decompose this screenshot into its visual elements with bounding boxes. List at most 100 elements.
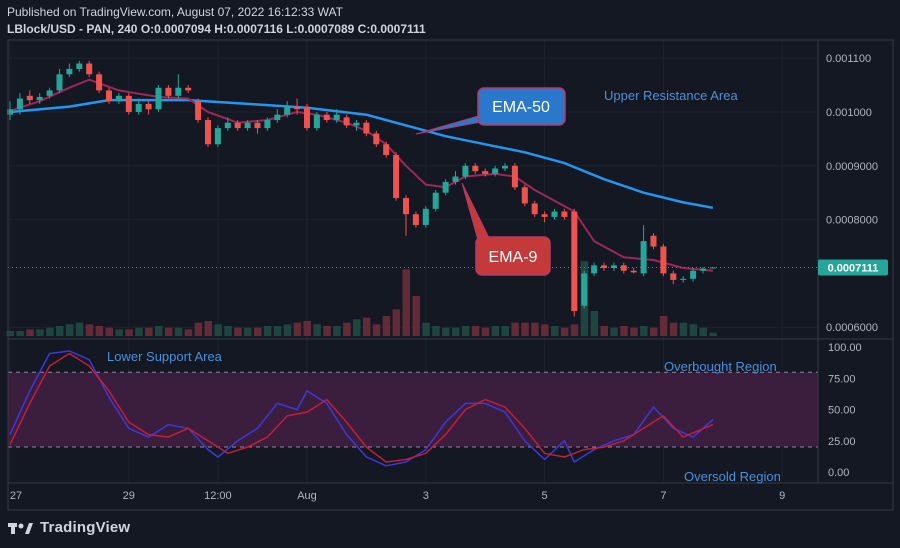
chart-frame [7, 39, 894, 511]
candle-body [700, 268, 706, 271]
candle [373, 130, 380, 147]
volume-bar [323, 326, 331, 336]
candle-body [294, 106, 301, 110]
candle [145, 101, 152, 115]
candle [521, 184, 528, 207]
candle [205, 117, 211, 147]
candle [422, 206, 429, 228]
volume-bars [6, 261, 717, 336]
candle-body [86, 63, 93, 75]
candle [620, 262, 627, 274]
candle [581, 270, 588, 309]
candle-body [343, 117, 350, 126]
rsi-lines [9, 350, 714, 467]
rsi-tick-label: 100.00 [828, 342, 862, 354]
candle-body [224, 122, 231, 129]
candle [284, 101, 291, 118]
candle [185, 85, 192, 94]
candle-body [373, 133, 380, 145]
candle-body [76, 63, 83, 69]
ema50-callout: EMA-50 [415, 87, 566, 135]
candle-body [115, 95, 122, 102]
candle-body [125, 95, 132, 112]
candle-body [393, 155, 400, 199]
volume-bar [164, 327, 173, 336]
candle [680, 276, 687, 283]
candle [234, 120, 241, 131]
volume-bar [481, 327, 490, 336]
candle-body [482, 171, 489, 174]
candle-body [323, 114, 330, 121]
candle-body [7, 109, 13, 115]
volume-bar [640, 326, 648, 336]
volume-bar [145, 327, 153, 336]
candle-body [353, 122, 360, 126]
candle [383, 141, 390, 158]
candle-body [492, 168, 499, 174]
candle [304, 103, 310, 131]
volume-bar [214, 324, 222, 336]
rsi-slow-path [9, 352, 714, 463]
volume-bar [461, 326, 470, 336]
candle [135, 98, 142, 115]
volume-bar [125, 329, 133, 336]
candles [7, 60, 716, 317]
candle-body [630, 270, 637, 273]
volume-bar [432, 326, 440, 336]
price-axis-ticks: 0.001100 0.001000 0.0009000 0.0008000 0.0006… [826, 53, 878, 334]
volume-bar [511, 322, 519, 336]
rsi-band [8, 372, 818, 448]
volume-bar [254, 327, 262, 336]
candle-body [511, 165, 518, 188]
volume-bar [115, 329, 123, 336]
volume-bar [155, 326, 163, 336]
tradingview-brand-label: TradingView [40, 519, 131, 536]
candle [294, 98, 301, 115]
published-line: Published on TradingView.com, August 07,… [7, 5, 343, 19]
candle-body [214, 128, 221, 145]
candle-body [304, 106, 310, 129]
candle-body [591, 265, 598, 274]
volume-bar [442, 327, 450, 336]
candle [343, 114, 350, 129]
candle [412, 211, 419, 228]
volume-bar [105, 327, 113, 336]
candle [472, 163, 479, 174]
candle [66, 63, 73, 77]
volume-bar [26, 329, 34, 336]
candle-body [26, 95, 33, 101]
footer-brand[interactable]: TradingView [8, 519, 130, 536]
candle-body [670, 273, 677, 280]
candle-body [660, 246, 667, 274]
volume-bar [362, 317, 371, 336]
candle-body [274, 114, 281, 121]
candle [640, 224, 647, 277]
candle-body [561, 211, 568, 217]
candle [541, 211, 548, 223]
volume-bar [709, 332, 717, 336]
ohlc-values: O:0.0007094 H:0.0007116 L:0.0007089 C:0.… [140, 22, 426, 36]
time-tick-label: 29 [123, 490, 135, 502]
candle [56, 68, 63, 94]
volume-bar [679, 322, 688, 336]
candle [333, 109, 340, 123]
candle-body [601, 265, 607, 269]
candle [393, 152, 400, 201]
candle [442, 179, 449, 196]
price-tick-label: 0.0006000 [826, 322, 878, 334]
candle-body [502, 165, 508, 169]
candle-body [541, 214, 548, 217]
volume-bar [95, 326, 104, 336]
price-tick-label: 0.0009000 [826, 161, 878, 173]
volume-bar [531, 322, 539, 336]
candle-body [581, 273, 588, 306]
candle-body [185, 87, 192, 91]
volume-bar [620, 326, 628, 336]
candle [531, 200, 538, 217]
candle [601, 262, 607, 271]
candle [650, 233, 657, 250]
volume-bar [75, 322, 84, 336]
volume-bar [392, 309, 401, 336]
volume-bar [570, 324, 579, 336]
